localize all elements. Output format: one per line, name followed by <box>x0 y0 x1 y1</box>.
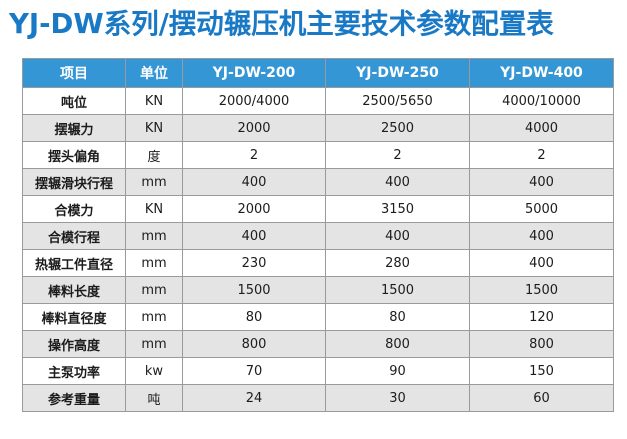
param-name: 合模行程 <box>22 222 126 250</box>
param-name: 热辗工件直径 <box>22 249 126 277</box>
param-unit: mm <box>125 249 183 277</box>
param-name: 合模力 <box>22 195 126 223</box>
value-cell: 400 <box>325 222 470 250</box>
param-unit: kw <box>125 357 183 385</box>
table-row: 合模行程 mm 400 400 400 <box>22 222 614 250</box>
value-cell: 5000 <box>469 195 614 223</box>
param-unit: mm <box>125 330 183 358</box>
param-name: 棒料长度 <box>22 276 126 304</box>
param-unit: KN <box>125 114 183 142</box>
table-row: 参考重量 吨 24 30 60 <box>22 384 614 412</box>
value-cell: 4000 <box>469 114 614 142</box>
value-cell: 280 <box>325 249 470 277</box>
value-cell: 60 <box>469 384 614 412</box>
value-cell: 2 <box>469 141 614 169</box>
value-cell: 80 <box>325 303 470 331</box>
spec-table: 项目 单位 YJ-DW-200 YJ-DW-250 YJ-DW-400 吨位 K… <box>22 58 614 412</box>
value-cell: 1500 <box>325 276 470 304</box>
table-row: 吨位 KN 2000/4000 2500/5650 4000/10000 <box>22 87 614 115</box>
param-unit: mm <box>125 168 183 196</box>
param-unit: 吨 <box>125 384 183 412</box>
value-cell: 30 <box>325 384 470 412</box>
table-row: 摆辗滑块行程 mm 400 400 400 <box>22 168 614 196</box>
value-cell: 1500 <box>469 276 614 304</box>
value-cell: 80 <box>182 303 326 331</box>
param-name: 吨位 <box>22 87 126 115</box>
param-name: 摆辗滑块行程 <box>22 168 126 196</box>
table-row: 操作高度 mm 800 800 800 <box>22 330 614 358</box>
param-unit: KN <box>125 195 183 223</box>
param-unit: mm <box>125 276 183 304</box>
param-name: 参考重量 <box>22 384 126 412</box>
value-cell: 70 <box>182 357 326 385</box>
value-cell: 2 <box>182 141 326 169</box>
table-row: 棒料直径度 mm 80 80 120 <box>22 303 614 331</box>
value-cell: 400 <box>469 168 614 196</box>
value-cell: 400 <box>182 168 326 196</box>
table-row: 合模力 KN 2000 3150 5000 <box>22 195 614 223</box>
value-cell: 150 <box>469 357 614 385</box>
value-cell: 800 <box>325 330 470 358</box>
value-cell: 400 <box>469 249 614 277</box>
header-item: 项目 <box>22 58 126 88</box>
header-model-250: YJ-DW-250 <box>325 58 470 88</box>
table-row: 摆辗力 KN 2000 2500 4000 <box>22 114 614 142</box>
param-unit: 度 <box>125 141 183 169</box>
param-name: 摆辗力 <box>22 114 126 142</box>
value-cell: 400 <box>325 168 470 196</box>
value-cell: 2000 <box>182 114 326 142</box>
value-cell: 2000/4000 <box>182 87 326 115</box>
page-title: YJ-DW系列/摆动辗压机主要技术参数配置表 <box>9 8 554 40</box>
table-row: 热辗工件直径 mm 230 280 400 <box>22 249 614 277</box>
value-cell: 2500 <box>325 114 470 142</box>
value-cell: 800 <box>469 330 614 358</box>
value-cell: 2000 <box>182 195 326 223</box>
value-cell: 400 <box>469 222 614 250</box>
value-cell: 2500/5650 <box>325 87 470 115</box>
param-unit: mm <box>125 222 183 250</box>
table-row: 摆头偏角 度 2 2 2 <box>22 141 614 169</box>
value-cell: 3150 <box>325 195 470 223</box>
header-unit: 单位 <box>125 58 183 88</box>
header-model-200: YJ-DW-200 <box>182 58 326 88</box>
table-header-row: 项目 单位 YJ-DW-200 YJ-DW-250 YJ-DW-400 <box>22 58 614 88</box>
value-cell: 400 <box>182 222 326 250</box>
table-row: 棒料长度 mm 1500 1500 1500 <box>22 276 614 304</box>
param-unit: KN <box>125 87 183 115</box>
value-cell: 4000/10000 <box>469 87 614 115</box>
value-cell: 2 <box>325 141 470 169</box>
value-cell: 90 <box>325 357 470 385</box>
value-cell: 120 <box>469 303 614 331</box>
param-name: 操作高度 <box>22 330 126 358</box>
param-name: 摆头偏角 <box>22 141 126 169</box>
value-cell: 1500 <box>182 276 326 304</box>
param-name: 主泵功率 <box>22 357 126 385</box>
value-cell: 24 <box>182 384 326 412</box>
value-cell: 800 <box>182 330 326 358</box>
header-model-400: YJ-DW-400 <box>469 58 614 88</box>
param-name: 棒料直径度 <box>22 303 126 331</box>
param-unit: mm <box>125 303 183 331</box>
table-row: 主泵功率 kw 70 90 150 <box>22 357 614 385</box>
value-cell: 230 <box>182 249 326 277</box>
